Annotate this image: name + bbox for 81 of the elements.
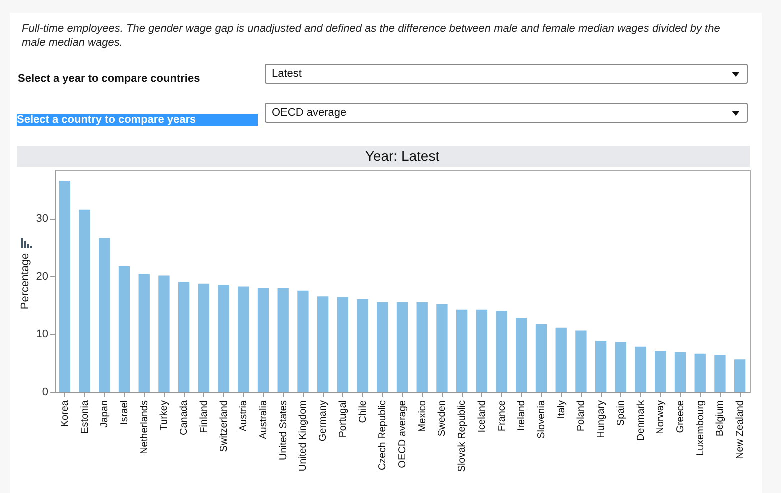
bar (734, 360, 746, 392)
x-tick-label: Czech Republic (378, 400, 389, 471)
x-tick-label: Portugal (338, 400, 349, 438)
bar (536, 324, 548, 392)
bar (476, 310, 488, 392)
bar (714, 355, 726, 392)
bar (416, 302, 428, 392)
x-tick-label: Greece (676, 400, 686, 434)
x-tick-label: Switzerland (218, 400, 230, 452)
bar (576, 330, 587, 392)
bar (396, 302, 408, 392)
bar (317, 296, 329, 392)
x-tick-label: United Kingdom (298, 400, 310, 472)
x-tick-label: Hungary (596, 400, 608, 438)
bar (258, 288, 270, 392)
x-tick-label: Japan (100, 400, 111, 428)
bar (694, 354, 706, 392)
y-tick-label: 30 (36, 213, 48, 226)
bar (655, 350, 666, 392)
x-tick-label: Slovak Republic (457, 400, 468, 472)
x-tick-label: Slovenia (536, 400, 548, 439)
bar (357, 300, 368, 392)
x-tick-label: Australia (258, 400, 270, 440)
bar (516, 318, 528, 392)
x-tick-label: Ireland (516, 400, 528, 432)
bar (178, 282, 190, 392)
x-tick-label: France (496, 400, 508, 432)
bar (436, 304, 448, 392)
x-tick-label: Norway (656, 400, 667, 434)
chart-title: Year: Latest (365, 148, 440, 164)
bar (615, 342, 627, 392)
bar (674, 352, 686, 392)
bar (238, 286, 250, 392)
x-tick-label: Turkey (159, 400, 170, 431)
x-tick-label: Canada (179, 400, 190, 436)
x-tick-label: United States (278, 400, 290, 461)
x-tick-label: Israel (120, 400, 130, 425)
country-dropdown: OECD average (265, 103, 748, 123)
note-text: Full-time employees. The gender wage gap is unadjusted and defined as the difference between male and female median wages divided by the male median wages. (22, 22, 722, 50)
x-tick-label: Iceland (476, 400, 488, 433)
bar (138, 274, 150, 392)
y-tick-label: 20 (36, 270, 48, 283)
bar (99, 238, 110, 392)
bar (118, 266, 130, 392)
bar (59, 180, 71, 392)
year-dropdown: Latest (265, 64, 748, 84)
bar (79, 210, 90, 392)
x-tick-label: Austria (238, 400, 250, 432)
x-tick-label: Finland (198, 400, 210, 434)
bar (496, 311, 508, 392)
bar (198, 284, 210, 392)
x-tick-label: Estonia (80, 400, 91, 434)
y-tick-label: 10 (36, 328, 48, 341)
bar (556, 328, 567, 392)
bar (278, 288, 289, 392)
bar (377, 302, 388, 392)
x-tick-label: Luxembourg (695, 400, 706, 456)
bar (635, 346, 646, 392)
x-tick-label: Germany (318, 400, 330, 442)
x-tick-label: Belgium (715, 400, 726, 437)
x-tick-label: Poland (576, 400, 588, 432)
x-tick-label: Sweden (437, 400, 448, 437)
x-tick-label: Chile (358, 400, 369, 424)
x-tick-label: Denmark (636, 400, 647, 442)
x-tick-label: Spain (616, 400, 627, 426)
year-select-label: Select a year to compare countries (18, 73, 200, 85)
x-tick-label: Mexico (417, 400, 428, 432)
bar (218, 285, 230, 392)
x-tick-label: OECD average (398, 400, 408, 468)
x-tick-label: Korea (60, 400, 71, 428)
x-tick-label: Italy (556, 400, 568, 419)
x-tick-label: New Zealand (735, 400, 746, 460)
bar (158, 276, 170, 392)
bar (337, 297, 349, 392)
country-select-label: Select a country to compare years (17, 114, 258, 126)
bar (298, 290, 309, 392)
x-tick-label: Netherlands (139, 400, 150, 454)
y-axis-title: Percentage (19, 253, 32, 310)
bar (456, 310, 468, 392)
bar (595, 341, 607, 392)
y-tick-label: 0 (42, 386, 48, 398)
